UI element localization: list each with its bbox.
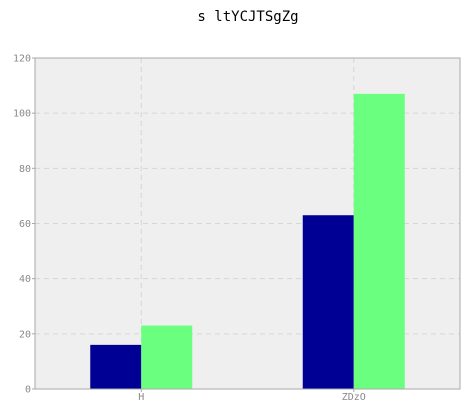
x-tick-label: H <box>138 392 144 403</box>
x-tick-label: ZDzO <box>342 392 366 403</box>
y-tick-label: 20 <box>19 329 31 340</box>
y-tick-label: 120 <box>13 54 31 65</box>
y-tick-label: 80 <box>19 164 31 175</box>
y-tick-label: 40 <box>19 274 31 285</box>
y-tick-label: 60 <box>19 219 31 230</box>
tick-labels: 0 20 40 60 80 100 120 H ZDzO <box>13 54 366 404</box>
bars <box>90 93 405 389</box>
axes <box>32 57 461 392</box>
bar-H-series-1 <box>90 344 142 389</box>
y-tick-label: 100 <box>13 109 31 120</box>
bar-ZDzO-series-2 <box>353 93 405 389</box>
bar-H-series-2 <box>141 325 193 389</box>
bar-ZDzO-series-1 <box>302 215 354 389</box>
chart-title: s ltYCJTSgZg <box>197 9 298 25</box>
y-tick-label: 0 <box>25 385 31 396</box>
